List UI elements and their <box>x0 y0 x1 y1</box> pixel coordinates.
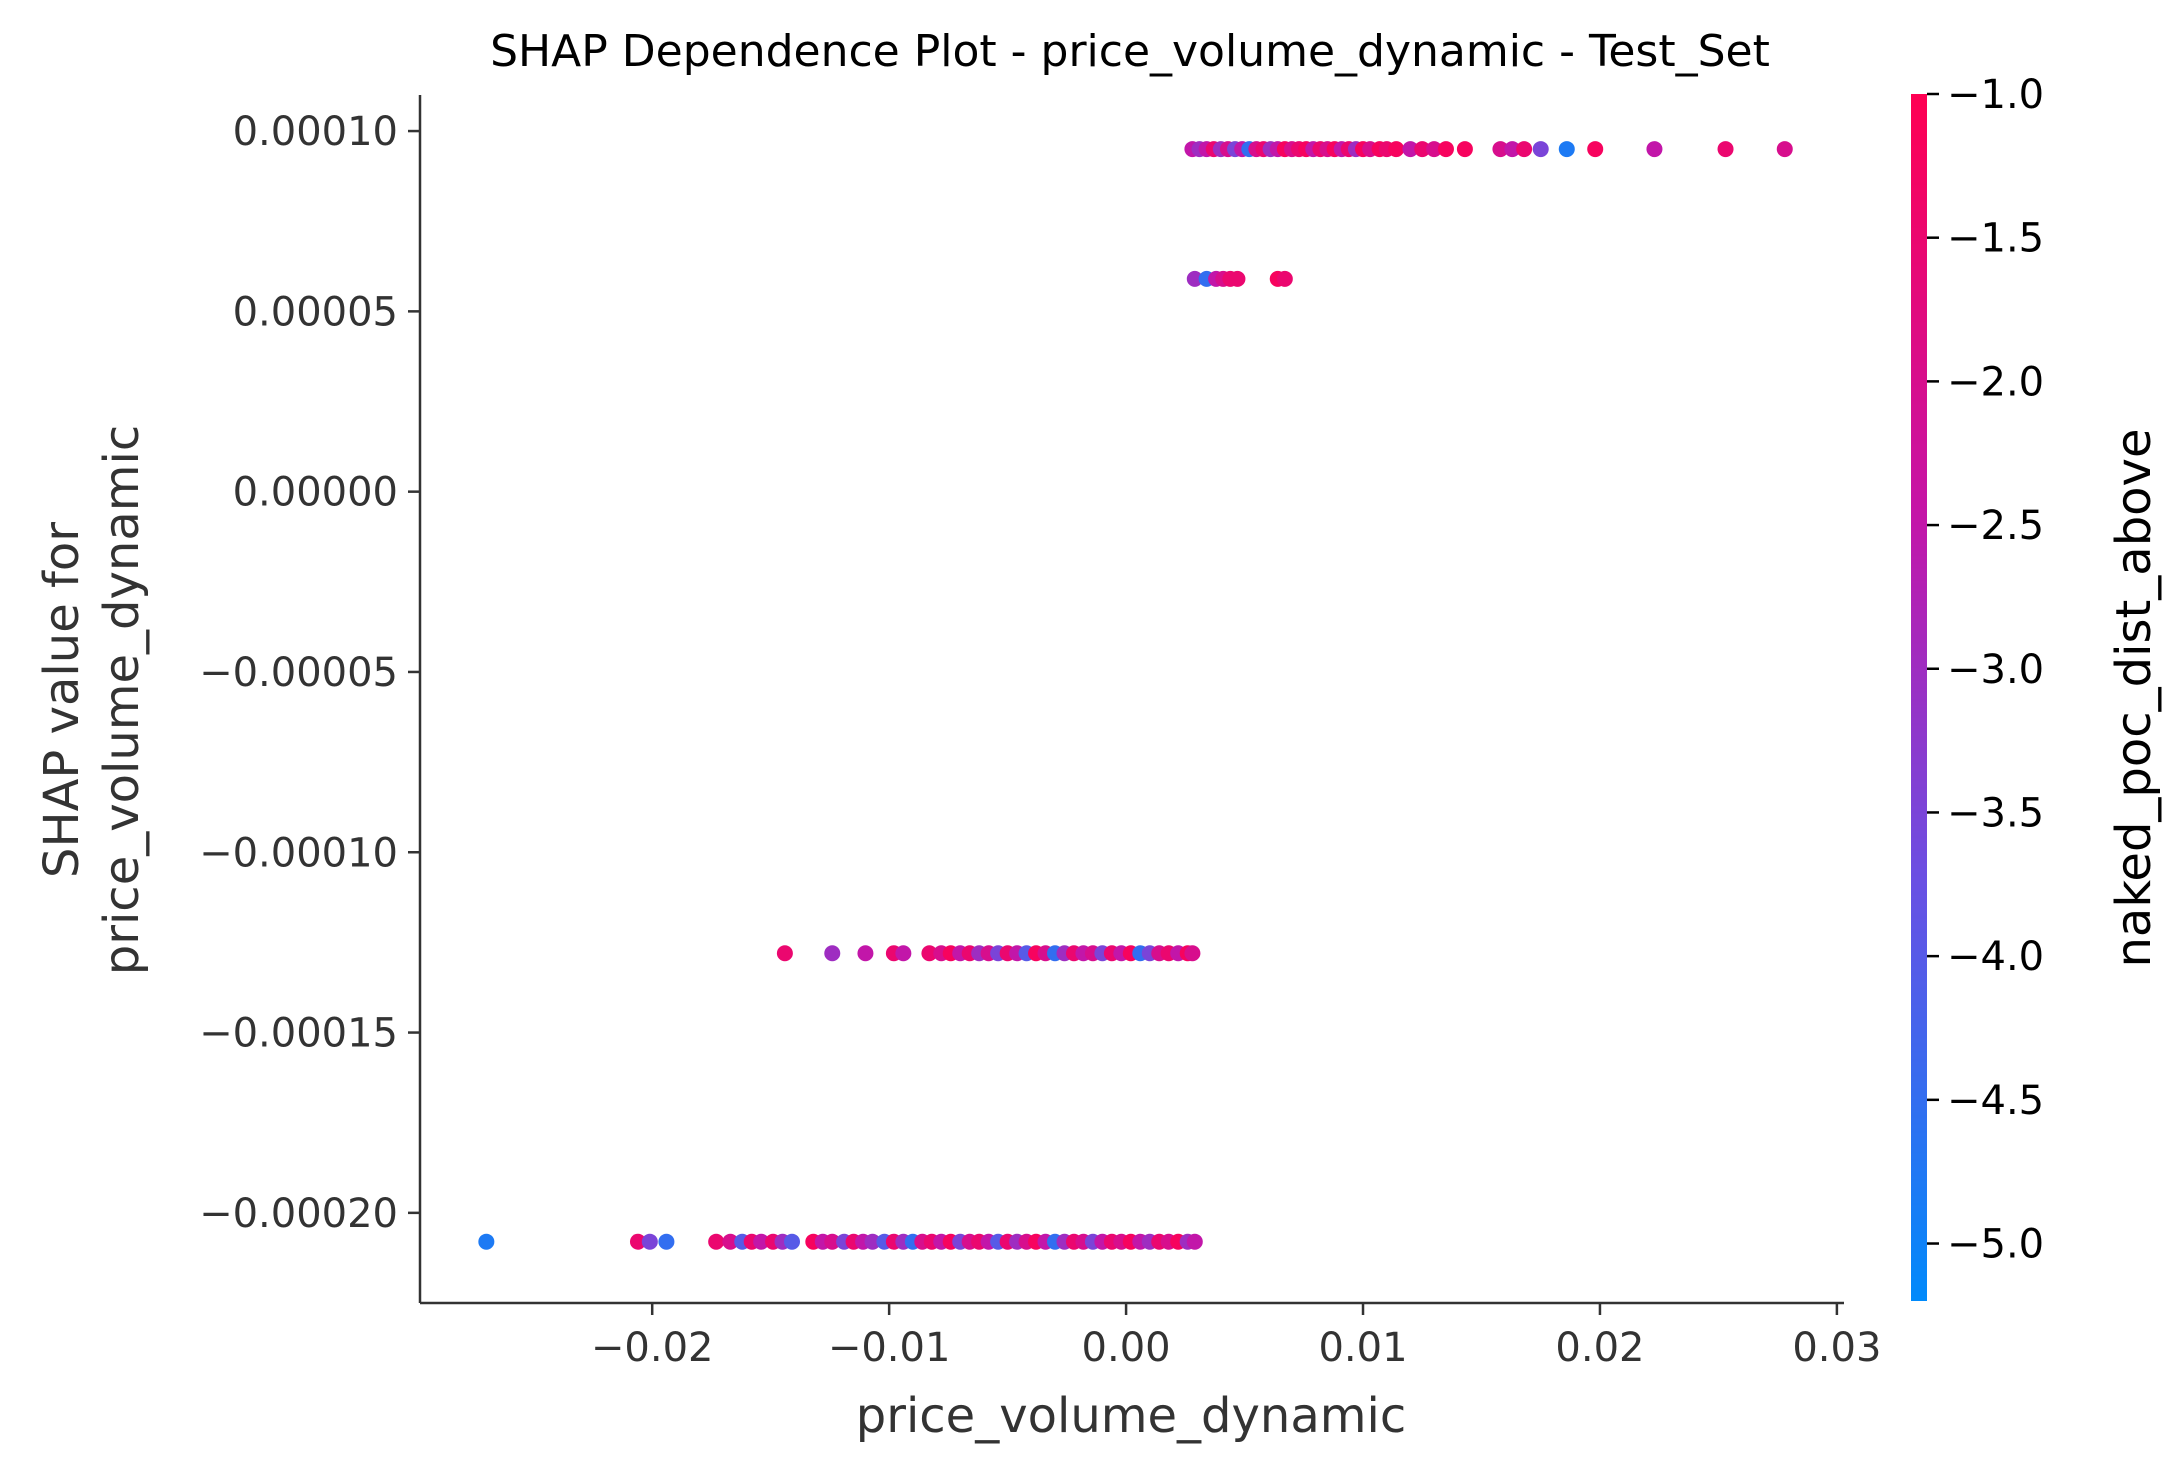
scatter-point <box>1717 141 1734 158</box>
scatter-point <box>1456 141 1473 158</box>
scatter-point <box>783 1233 800 1250</box>
y-tick-label: −0.00005 <box>199 650 398 696</box>
y-tick-label: 0.00005 <box>233 289 398 335</box>
scatter-point <box>824 945 841 962</box>
y-tick-label: −0.00015 <box>199 1011 398 1057</box>
scatter-point <box>864 1233 881 1250</box>
colorbar-tick-label: −3.0 <box>1947 647 2044 693</box>
colorbar-tick-label: −2.0 <box>1947 359 2044 405</box>
plot-axes <box>418 95 1844 1305</box>
y-axis-label: SHAP value for price_volume_dynamic <box>34 425 150 975</box>
y-tick-label: 0.00010 <box>233 109 398 155</box>
scatter-point <box>1504 141 1521 158</box>
y-tick-label: −0.00020 <box>199 1191 398 1237</box>
scatter-points <box>478 141 1793 1250</box>
x-tick-label: −0.02 <box>591 1325 714 1371</box>
scatter-point <box>1402 141 1419 158</box>
scatter-point <box>1184 945 1201 962</box>
scatter-point <box>1437 141 1454 158</box>
scatter-point <box>708 1233 725 1250</box>
x-tick-label: 0.00 <box>1082 1325 1171 1371</box>
scatter-point <box>921 945 938 962</box>
scatter-point <box>1388 141 1405 158</box>
colorbar-tick-label: −5.0 <box>1947 1222 2044 1268</box>
scatter-point <box>895 945 912 962</box>
scatter-point <box>1426 141 1443 158</box>
colorbar-tick-label: −3.5 <box>1947 790 2044 836</box>
y-axis-label-line-2: price_volume_dynamic <box>94 425 150 975</box>
scatter-point <box>658 1233 675 1250</box>
y-tick-label: 0.00000 <box>233 470 398 516</box>
scatter-point <box>478 1233 495 1250</box>
scatter-point <box>1229 270 1246 287</box>
x-tick-label: 0.03 <box>1792 1325 1881 1371</box>
x-tick-label: −0.01 <box>828 1325 951 1371</box>
y-tick-label: −0.00010 <box>199 830 398 876</box>
y-axis-label-line-1: SHAP value for <box>34 522 90 878</box>
scatter-point <box>1587 141 1604 158</box>
colorbar-label: naked_poc_dist_above <box>2106 429 2162 968</box>
x-tick-label: 0.01 <box>1318 1325 1407 1371</box>
x-tick-label: 0.02 <box>1555 1325 1644 1371</box>
scatter-point <box>1276 270 1293 287</box>
scatter-point <box>1558 141 1575 158</box>
scatter-point <box>1532 141 1549 158</box>
scatter-point <box>1186 270 1203 287</box>
scatter-point <box>1646 141 1663 158</box>
colorbar <box>1911 94 1927 1301</box>
x-axis-label: price_volume_dynamic <box>856 1388 1406 1444</box>
scatter-point <box>1414 141 1431 158</box>
scatter-point <box>1492 141 1509 158</box>
colorbar-tick-label: −1.0 <box>1947 72 2044 118</box>
scatter-point <box>1186 1233 1203 1250</box>
scatter-point <box>1516 141 1533 158</box>
colorbar-tick-label: −1.5 <box>1947 216 2044 262</box>
scatter-point <box>1776 141 1793 158</box>
y-ticks: 0.00010 0.00005 0.00000 −0.00005 −0.00010 −0.… <box>199 109 420 1237</box>
colorbar-ticks: −1.0 −1.5 −2.0 −2.5 −3.0 −3.5 −4.0 −4.5 −5.0 <box>1927 72 2044 1268</box>
chart-title: SHAP Dependence Plot - price_volume_dyna… <box>490 26 1770 77</box>
scatter-point <box>753 1233 770 1250</box>
scatter-point <box>722 1233 739 1250</box>
colorbar-tick-label: −4.0 <box>1947 934 2044 980</box>
x-ticks: −0.02 −0.01 0.00 0.01 0.02 0.03 <box>591 1303 1881 1371</box>
scatter-point <box>857 945 874 962</box>
scatter-point <box>629 1233 646 1250</box>
scatter-point <box>824 1233 841 1250</box>
colorbar-tick-label: −4.5 <box>1947 1078 2044 1124</box>
scatter-point <box>641 1233 658 1250</box>
scatter-point <box>776 945 793 962</box>
colorbar-tick-label: −2.5 <box>1947 503 2044 549</box>
